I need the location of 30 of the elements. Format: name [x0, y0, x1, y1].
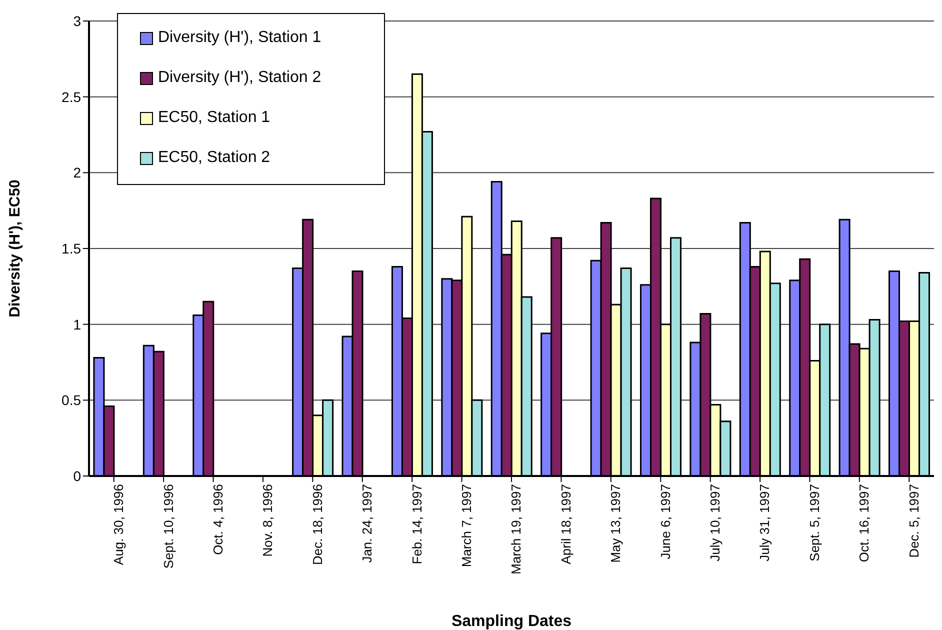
legend-label: Diversity (H'), Station 1 [158, 29, 322, 47]
x-tick-label: March 7, 1997 [459, 484, 474, 568]
y-tick-label: 2 [73, 164, 82, 181]
x-tick-label: Jan. 24, 1997 [360, 484, 375, 563]
x-tick-label: June 6, 1997 [658, 484, 673, 560]
x-tick-label: March 19, 1997 [508, 484, 524, 574]
x-tick-label: Dec. 5, 1997 [906, 484, 922, 558]
x-tick-label: Nov. 8, 1996 [260, 484, 276, 557]
x-tick-label: Oct. 16, 1997 [856, 484, 872, 562]
x-tick-label: Oct. 4, 1996 [210, 484, 226, 555]
x-tick-label: Dec. 18, 1996 [310, 484, 325, 565]
x-axis-title: Sampling Dates [451, 613, 572, 630]
x-tick-label: July 31, 1997 [757, 484, 772, 562]
x-tick-label: July 10, 1997 [708, 484, 723, 562]
legend-label: Diversity (H'), Station 2 [158, 69, 322, 87]
y-tick-label: 0.5 [62, 392, 82, 408]
x-tick-label: Feb. 14, 1997 [409, 484, 424, 564]
x-tick-label: Sept. 5, 1997 [806, 484, 822, 562]
x-tick-label: Sept. 10, 1996 [160, 484, 176, 569]
x-tick-label: April 18, 1997 [558, 484, 574, 564]
legend-label: EC50, Station 1 [158, 109, 270, 127]
y-axis-title: Diversity (H'), EC50 [6, 180, 24, 318]
y-tick-label: 1 [73, 316, 82, 332]
x-tick-label: Aug. 30, 1996 [111, 484, 126, 565]
y-tick-label: 1.5 [62, 240, 82, 256]
legend-label: EC50, Station 2 [158, 149, 270, 167]
y-tick-label: 0 [73, 468, 82, 484]
y-tick-label: 2.5 [62, 88, 82, 105]
x-tick-label: May 13, 1997 [608, 484, 624, 563]
y-tick-label: 3 [73, 12, 82, 29]
